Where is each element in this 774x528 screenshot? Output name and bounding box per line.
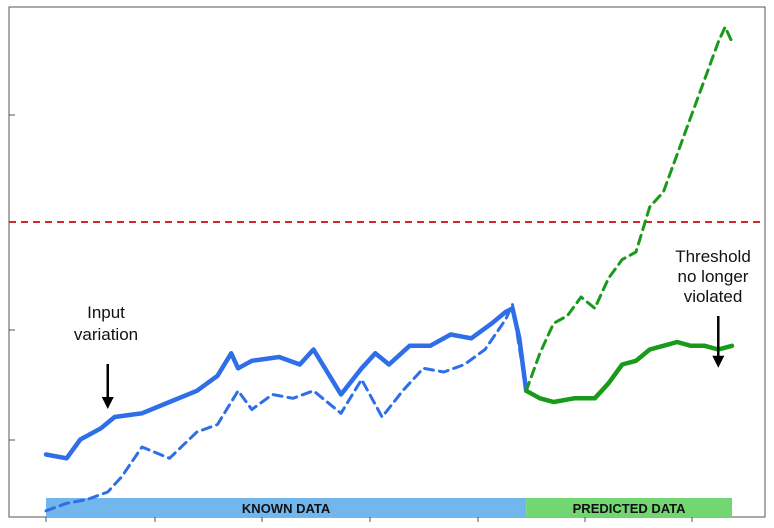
x-axis-ticks [45,517,693,522]
annotation-line: no longer [678,267,749,286]
series-group [43,25,735,513]
predicted-data-band [526,498,732,517]
annotation-line: Threshold [675,247,751,266]
known-dashed-line [44,303,528,513]
predicted-dashed-line [524,25,734,393]
annotation-arrow-head [101,397,114,409]
annotation-line: Input [87,303,125,322]
predicted-data-label: PREDICTED DATA [573,501,687,516]
annotation-text: Input variation [74,303,138,344]
known-data-band [46,498,527,517]
known-data-label: KNOWN DATA [242,501,331,516]
annotation-text: Threshold no longer violated [675,247,751,306]
data-regions: KNOWN DATA PREDICTED DATA [46,498,732,517]
annotations: Input variation Threshold no longer violated [74,247,751,409]
annotation-arrow-head [712,355,725,368]
y-axis-ticks [9,114,15,441]
annotation-line: violated [684,287,743,306]
annotation-line: variation [74,325,138,344]
predicted-solid-line [523,339,735,405]
known-solid-line [43,306,529,461]
plot-frame [8,6,766,518]
